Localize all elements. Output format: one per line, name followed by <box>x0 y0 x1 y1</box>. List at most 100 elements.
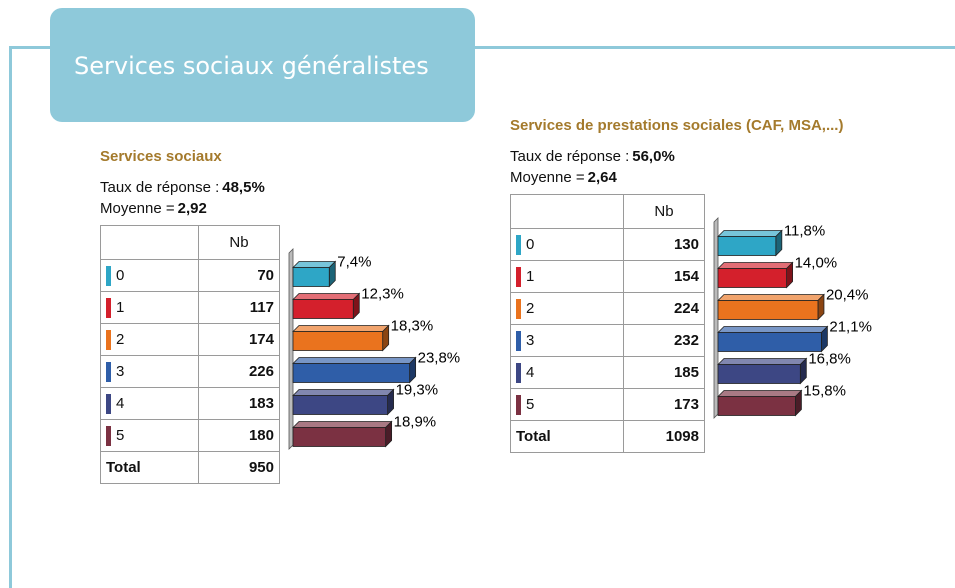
bar-top <box>292 293 361 300</box>
category: 3 <box>526 331 535 349</box>
category-cell: 1 <box>100 291 199 324</box>
header-cell <box>510 194 624 229</box>
bar <box>717 268 787 288</box>
value: 2,64 <box>587 169 617 186</box>
bar-top <box>717 390 803 397</box>
swatch <box>106 265 111 286</box>
data-row: 5 173 <box>510 388 705 421</box>
category: 5 <box>526 395 535 413</box>
header-row: Nb <box>100 225 280 260</box>
category-cell: 2 <box>510 292 624 325</box>
total-row: Total 1098 <box>510 420 705 453</box>
category: 2 <box>116 330 125 348</box>
category: 0 <box>116 266 125 284</box>
count-cell: 174 <box>198 323 280 356</box>
swatch <box>516 330 521 351</box>
bar-chart: 7,4% 12,3% 18,3% 23,8% 19,3% 18,9% <box>288 248 461 450</box>
category: 5 <box>116 426 125 444</box>
bar-top <box>292 261 337 268</box>
mean: Moyenne = 2,92 <box>100 198 470 219</box>
data-row: 5 180 <box>100 419 280 452</box>
total-label: Total <box>100 451 199 484</box>
category: 4 <box>116 394 125 412</box>
bar-top <box>292 325 390 332</box>
swatch <box>106 425 111 446</box>
category-cell: 4 <box>510 356 624 389</box>
swatch <box>516 362 521 383</box>
percent-label: 20,4% <box>826 287 869 304</box>
category-cell: 3 <box>510 324 624 357</box>
response-rate: Taux de réponse :56,0% <box>510 146 930 167</box>
category: 4 <box>526 363 535 381</box>
category-cell: 5 <box>100 419 199 452</box>
panel: Services sociaux Taux de réponse :48,5% Mo… <box>100 145 470 484</box>
data-row: 4 183 <box>100 387 280 420</box>
percent-label: 11,8% <box>784 223 825 240</box>
swatch <box>106 361 111 382</box>
swatch <box>516 394 521 415</box>
category: 1 <box>526 267 535 285</box>
bar-top <box>717 358 808 365</box>
total-value: 950 <box>198 451 280 484</box>
count-cell: 185 <box>623 356 705 389</box>
label: Taux de réponse : <box>510 148 630 165</box>
percent-label: 14,0% <box>795 255 838 272</box>
data-row: 4 185 <box>510 356 705 389</box>
swatch <box>516 234 521 255</box>
percent-label: 19,3% <box>396 382 439 399</box>
header-cell <box>100 225 199 260</box>
category: 0 <box>526 235 535 253</box>
percent-label: 16,8% <box>808 351 851 368</box>
table-row: Nb 0 130 1 154 2 224 3 232 4 185 5 173 Total 1098 11,8%… <box>510 194 930 453</box>
category-cell: 1 <box>510 260 624 293</box>
category-cell: 5 <box>510 388 624 421</box>
bar <box>292 299 354 319</box>
swatch <box>106 297 111 318</box>
bar-top <box>717 294 825 301</box>
chart-wall <box>713 217 719 419</box>
bar <box>717 364 801 384</box>
percent-label: 7,4% <box>337 254 371 271</box>
label: Taux de réponse : <box>100 179 220 196</box>
bar <box>717 236 777 256</box>
percent-label: 21,1% <box>829 319 872 336</box>
swatch <box>516 266 521 287</box>
count-cell: 232 <box>623 324 705 357</box>
table: Nb 0 70 1 117 2 174 3 226 4 183 5 180 Total 950 <box>100 225 280 484</box>
bar <box>717 332 822 352</box>
section-title: Services sociaux généralistes <box>74 52 429 80</box>
bar-top <box>717 326 829 333</box>
table-row: Nb 0 70 1 117 2 174 3 226 4 183 5 180 Total 950 7,4% 12,… <box>100 225 470 484</box>
category: 2 <box>526 299 535 317</box>
mean: Moyenne = 2,64 <box>510 167 930 188</box>
header-cell: Nb <box>623 194 705 229</box>
bar <box>292 427 387 447</box>
percent-label: 12,3% <box>361 286 404 303</box>
response-rate: Taux de réponse :48,5% <box>100 177 470 198</box>
frame-line <box>9 46 955 49</box>
count-cell: 183 <box>198 387 280 420</box>
count-cell: 154 <box>623 260 705 293</box>
frame-line <box>9 46 12 588</box>
percent-label: 18,3% <box>391 318 434 335</box>
bar-top <box>292 357 417 364</box>
value: 48,5% <box>222 179 265 196</box>
percent-label: 18,9% <box>394 414 437 431</box>
data-row: 3 232 <box>510 324 705 357</box>
data-row: 1 154 <box>510 260 705 293</box>
data-row: 0 70 <box>100 259 280 292</box>
total-label: Total <box>510 420 624 453</box>
category-cell: 0 <box>100 259 199 292</box>
count-cell: 70 <box>198 259 280 292</box>
category: 1 <box>116 298 125 316</box>
percent-label: 23,8% <box>418 350 461 367</box>
bar <box>717 300 819 320</box>
data-row: 2 224 <box>510 292 705 325</box>
panel-title: Services sociaux <box>100 148 222 165</box>
data-row: 0 130 <box>510 228 705 261</box>
category-cell: 3 <box>100 355 199 388</box>
swatch <box>106 329 111 350</box>
value: 56,0% <box>632 148 675 165</box>
category-cell: 4 <box>100 387 199 420</box>
